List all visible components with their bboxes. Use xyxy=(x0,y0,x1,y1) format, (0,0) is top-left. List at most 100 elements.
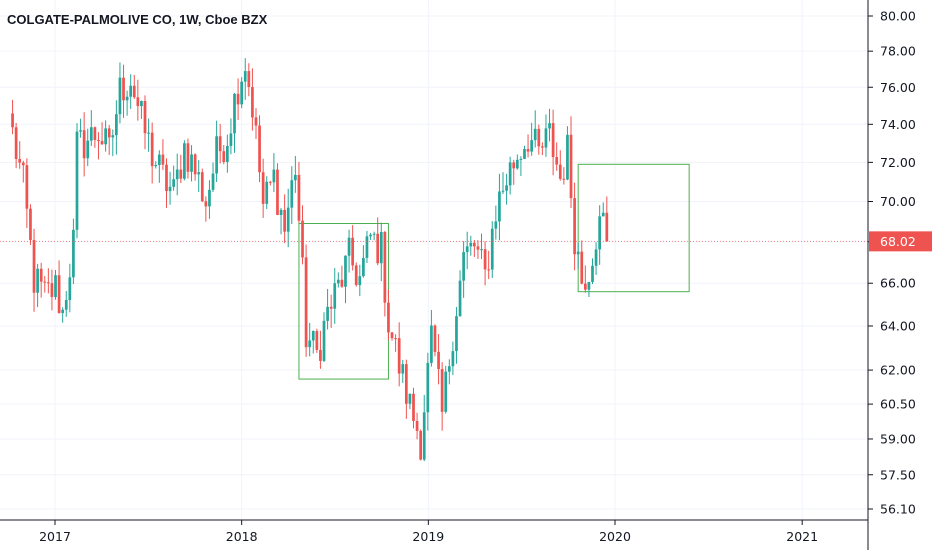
candle-body xyxy=(333,283,337,309)
candle-body xyxy=(358,276,362,286)
candle-body xyxy=(594,249,598,266)
price-tick-label: 78.00 xyxy=(880,44,916,59)
time-tick-label: 2020 xyxy=(599,529,631,544)
candle-body xyxy=(401,364,405,374)
candle-body xyxy=(569,134,573,199)
candle-body xyxy=(46,282,50,284)
candle-body xyxy=(362,257,365,277)
time-tick-label: 2018 xyxy=(226,529,258,544)
candle-body xyxy=(487,269,491,271)
candle-body xyxy=(394,338,397,340)
candle-body xyxy=(294,174,297,181)
candle-body xyxy=(311,331,315,341)
candle-body xyxy=(283,209,286,232)
candle-body xyxy=(490,228,494,270)
candle-body xyxy=(562,178,566,180)
candle-body xyxy=(415,420,419,431)
candle-body xyxy=(419,430,423,460)
candle-body xyxy=(304,257,308,348)
candle-body xyxy=(233,93,236,134)
candle-body xyxy=(172,179,176,187)
candle-body xyxy=(476,246,480,250)
candle-body xyxy=(157,154,161,166)
candle-body xyxy=(14,127,18,159)
candle-body xyxy=(72,229,75,278)
candle-body xyxy=(512,162,516,169)
time-axis[interactable]: 2017 2018 2019 2020 2021 xyxy=(0,519,868,544)
candle-body xyxy=(89,127,93,141)
candle-body xyxy=(505,185,508,191)
candle-body xyxy=(587,281,591,290)
candle-body xyxy=(340,279,344,287)
candle-body xyxy=(57,275,61,314)
candle-body xyxy=(458,280,462,317)
candle-body xyxy=(272,169,276,183)
candle-body xyxy=(480,249,483,251)
candle-body xyxy=(347,237,351,256)
candle-body xyxy=(383,231,387,303)
candle-body xyxy=(100,141,104,145)
price-tick-label: 62.00 xyxy=(880,363,916,378)
candle-body xyxy=(319,349,322,361)
candle-body xyxy=(573,198,576,255)
candle-body xyxy=(79,130,82,132)
candle-body xyxy=(558,164,562,179)
candle-body xyxy=(440,369,444,412)
candle-body xyxy=(530,140,533,152)
candle-body xyxy=(465,246,469,253)
price-tick-label: 76.00 xyxy=(880,80,916,95)
candle-body xyxy=(533,128,537,141)
candle-body xyxy=(437,351,440,370)
price-tick-label: 74.00 xyxy=(880,117,916,132)
price-axis[interactable]: 80.0078.0076.0074.0072.0070.0068.0066.00… xyxy=(867,0,932,550)
candle-body xyxy=(132,85,136,98)
candle-body xyxy=(508,162,512,186)
candle-body xyxy=(140,100,143,107)
candle-body xyxy=(18,158,22,163)
annotation-rectangle[interactable] xyxy=(298,222,389,380)
candle-body xyxy=(183,143,186,179)
candle-body xyxy=(519,158,523,160)
price-tick-label: 56.10 xyxy=(880,502,916,517)
candle-body xyxy=(190,154,193,172)
candle-body xyxy=(36,268,39,293)
candle-body xyxy=(301,220,304,258)
price-tick-label: 66.00 xyxy=(880,276,916,291)
candle-body xyxy=(397,338,401,374)
candle-body xyxy=(143,100,147,134)
candle-body xyxy=(204,201,208,207)
candle-body xyxy=(404,364,408,404)
candle-body xyxy=(261,172,265,204)
candle-body xyxy=(605,212,609,242)
candle-body xyxy=(276,169,279,216)
chart-title: COLGATE-PALMOLIVE CO, 1W, Cboe BZX xyxy=(7,12,268,27)
candle-body xyxy=(315,331,319,350)
candle-body xyxy=(115,114,118,136)
last-price-label-bg xyxy=(869,231,932,252)
candle-body xyxy=(322,320,326,361)
candle-body xyxy=(555,157,559,165)
candle-body xyxy=(186,143,190,172)
candle-body xyxy=(168,186,172,192)
candle-body xyxy=(494,221,498,229)
candle-body xyxy=(136,97,140,107)
time-tick-label: 2021 xyxy=(786,529,818,544)
candle-body xyxy=(218,136,222,152)
candle-body xyxy=(544,128,548,148)
candle-body xyxy=(430,325,433,363)
candle-body xyxy=(258,125,261,173)
time-tick-label: 2019 xyxy=(412,529,444,544)
candle-body xyxy=(344,255,347,287)
price-tick-label: 57.50 xyxy=(880,467,916,482)
candle-body xyxy=(265,181,269,204)
annotation-rectangle[interactable] xyxy=(577,163,690,293)
time-tick-label: 2017 xyxy=(39,529,71,544)
candle-body xyxy=(451,351,455,367)
price-tick-label: 70.00 xyxy=(880,194,916,209)
candle-body xyxy=(93,127,97,140)
candle-body xyxy=(523,148,526,159)
candle-body xyxy=(61,309,65,314)
candle-body xyxy=(29,208,32,241)
candle-body xyxy=(376,233,380,264)
candle-body xyxy=(11,113,14,128)
